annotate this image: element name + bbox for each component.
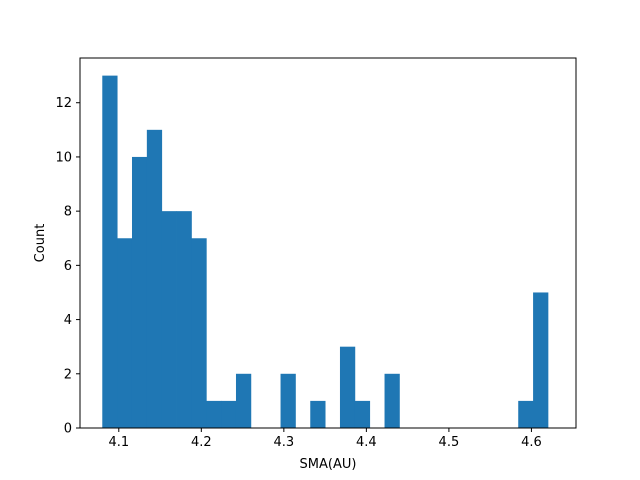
histogram-bar (117, 238, 133, 428)
y-tick-label: 4 (64, 313, 72, 328)
histogram-bar (221, 400, 237, 428)
y-tick-label: 8 (64, 205, 72, 220)
y-axis-label: Count (33, 224, 48, 263)
histogram-bar (161, 211, 177, 428)
histogram-bar (206, 400, 222, 428)
histogram-bar (384, 373, 400, 428)
histogram-bar (146, 129, 163, 429)
histogram-bar (280, 373, 296, 428)
y-tick-label: 10 (55, 150, 72, 165)
y-axis-ticks: 0 2 4 6 8 10 12 (55, 96, 80, 437)
histogram-bar (339, 346, 356, 428)
x-axis-label: SMA(AU) (300, 457, 357, 472)
bars-group (102, 75, 549, 429)
x-tick-label: 4.1 (108, 435, 129, 450)
histogram-bar (235, 373, 252, 428)
histogram-bar (191, 238, 207, 428)
y-tick-label: 6 (64, 259, 72, 274)
histogram-bar (102, 75, 118, 428)
x-tick-label: 4.2 (191, 435, 212, 450)
histogram-bar (354, 400, 371, 428)
histogram-bar (176, 211, 192, 428)
y-tick-label: 0 (64, 422, 72, 437)
histogram-bar (518, 400, 534, 428)
x-tick-label: 4.4 (356, 435, 377, 450)
histogram-bar (533, 292, 549, 428)
y-tick-label: 12 (55, 96, 72, 111)
x-axis-ticks: 4.1 4.2 4.3 4.4 4.5 4.6 (108, 428, 542, 450)
x-tick-label: 4.3 (274, 435, 295, 450)
y-tick-label: 2 (64, 367, 72, 382)
x-tick-label: 4.6 (521, 435, 542, 450)
histogram-bar (310, 400, 326, 428)
x-tick-label: 4.5 (439, 435, 460, 450)
plot-frame (79, 57, 577, 429)
histogram-bar (131, 156, 148, 428)
